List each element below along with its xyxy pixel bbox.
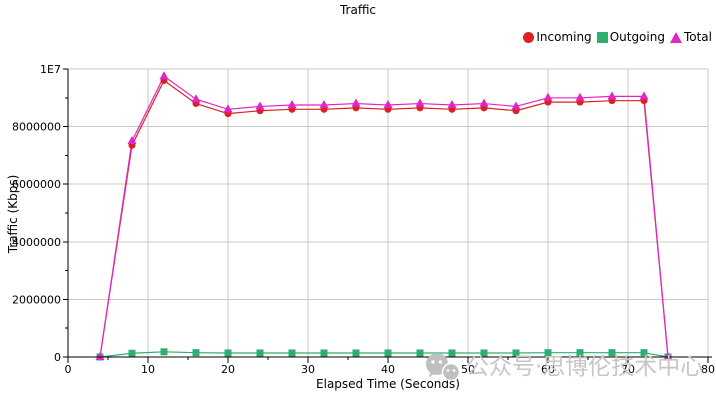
svg-text:0: 0	[65, 363, 72, 376]
svg-text:0: 0	[54, 351, 61, 364]
svg-text:70: 70	[621, 363, 635, 376]
svg-text:6000000: 6000000	[12, 178, 61, 191]
chart-title: Traffic	[339, 3, 377, 17]
outgoing-square-marker-icon	[596, 31, 608, 43]
svg-text:20: 20	[221, 363, 235, 376]
svg-text:60: 60	[541, 363, 555, 376]
total-triangle-marker-icon	[669, 31, 682, 43]
incoming-circle-marker-icon	[523, 31, 535, 43]
legend-item-incoming: Incoming	[523, 30, 592, 44]
svg-text:10: 10	[141, 363, 155, 376]
svg-text:50: 50	[461, 363, 475, 376]
legend-label-outgoing: Outgoing	[609, 30, 665, 44]
svg-text:80: 80	[701, 363, 715, 376]
svg-text:2000000: 2000000	[12, 293, 61, 306]
svg-text:40: 40	[381, 363, 395, 376]
legend-item-outgoing: Outgoing	[596, 30, 665, 44]
x-axis-title: Elapsed Time (Seconds)	[316, 377, 460, 391]
svg-text:30: 30	[301, 363, 315, 376]
svg-text:4000000: 4000000	[12, 236, 61, 249]
svg-text:8000000: 8000000	[12, 121, 61, 134]
chart-legend: Incoming Outgoing Total	[518, 30, 712, 44]
svg-text:1E7: 1E7	[40, 63, 61, 76]
legend-label-incoming: Incoming	[536, 30, 592, 44]
legend-item-total: Total	[669, 30, 712, 44]
legend-label-total: Total	[683, 30, 712, 44]
